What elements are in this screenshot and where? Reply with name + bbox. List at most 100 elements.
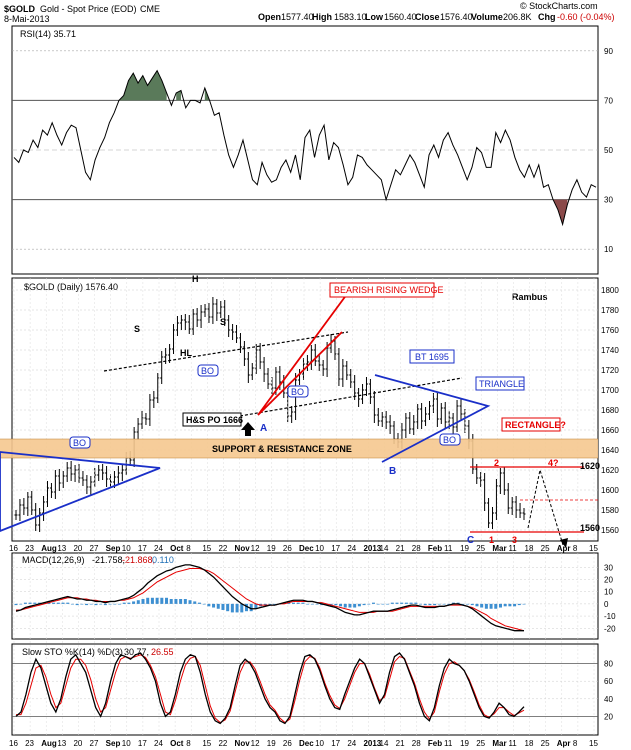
macd-histogram-bar <box>52 602 56 604</box>
price-tick-label: 1680 <box>601 406 619 415</box>
bottom-x-label: Oct <box>170 739 184 748</box>
q4-label: 4? <box>548 458 559 468</box>
price-legend: $GOLD (Daily) 1576.40 <box>24 282 118 292</box>
macd-histogram-bar <box>254 603 258 609</box>
macd-histogram-bar <box>146 597 150 604</box>
header-close-label: Close <box>415 12 440 22</box>
bo-label-4: BO <box>443 435 456 445</box>
macd-histogram-bar <box>484 603 488 609</box>
macd-histogram-bar <box>66 602 70 604</box>
bottom-x-label: Sep <box>106 739 121 748</box>
macd-histogram-bar <box>395 602 399 604</box>
macd-histogram-bar <box>226 603 230 612</box>
macd-histogram-bar <box>221 603 225 610</box>
macd-histogram-bar <box>470 603 474 606</box>
macd-histogram-bar <box>56 602 60 604</box>
price-x-label: Feb <box>428 544 442 553</box>
price-x-label: 26 <box>283 544 292 553</box>
macd-histogram-bar <box>14 603 18 606</box>
price-x-label: 11 <box>444 544 453 553</box>
header-low-label: Low <box>365 12 384 22</box>
macd-histogram-bar <box>437 603 441 605</box>
header-high-label: High <box>312 12 332 22</box>
bottom-x-label: Aug <box>41 739 57 748</box>
rsi-overbought-fill <box>176 90 181 101</box>
bo-label-3: BO <box>291 387 304 397</box>
price-x-label: 8 <box>573 544 578 553</box>
price-x-label: 12 <box>251 544 260 553</box>
macd-histogram-bar <box>273 603 277 605</box>
rsi-tick-label: 30 <box>604 196 613 205</box>
macd-tick-label: 10 <box>604 588 613 597</box>
price-x-label: 25 <box>541 544 550 553</box>
macd-histogram-bar <box>193 601 197 604</box>
price-x-label: 10 <box>122 544 131 553</box>
macd-histogram-bar <box>494 603 498 609</box>
price-tick-label: 1740 <box>601 346 619 355</box>
bottom-x-label: 11 <box>508 739 517 748</box>
macd-tick-label: -20 <box>604 624 616 633</box>
macd-histogram-bar <box>160 597 164 604</box>
macd-histogram-bar <box>141 599 145 604</box>
rsi-tick-label: 10 <box>604 245 613 254</box>
sto-panel <box>11 643 599 736</box>
neckline-lower <box>239 377 463 417</box>
macd-histogram-bar <box>400 602 404 604</box>
macd-histogram-bar <box>513 603 517 607</box>
support-label: SUPPORT & RESISTANCE ZONE <box>212 444 352 454</box>
price-x-label: 21 <box>396 544 405 553</box>
chart-marks: 9070503010180017801760174017201700168016… <box>9 47 619 748</box>
price-x-label: 15 <box>589 544 598 553</box>
price-x-label: Nov <box>235 544 251 553</box>
level-1620: 1620 <box>580 461 600 471</box>
b-label: B <box>389 466 396 477</box>
neckline-upper <box>103 331 349 372</box>
macd-histogram-bar <box>99 603 103 605</box>
macd-histogram-bar <box>404 602 408 604</box>
header-chg-label: Chg <box>538 12 556 22</box>
price-x-label: 27 <box>90 544 99 553</box>
bottom-x-label: Dec <box>299 739 314 748</box>
rsi-tick-label: 50 <box>604 146 613 155</box>
bottom-x-label: 20 <box>73 739 82 748</box>
triangle <box>374 374 491 463</box>
macd-legend-name: MACD(12,26,9) <box>22 555 85 565</box>
bottom-x-label: 8 <box>573 739 578 748</box>
sto-tick-label: 60 <box>604 677 613 686</box>
macd-histogram-bar <box>183 599 187 604</box>
macd-histogram-bar <box>80 603 84 605</box>
macd-histogram-bar <box>419 603 423 605</box>
macd-histogram-bar <box>310 603 314 605</box>
rsi-overbought-fill <box>118 70 167 101</box>
price-x-label: 15 <box>202 544 211 553</box>
hs-label-box <box>182 412 242 427</box>
macd-histogram-bar <box>447 603 451 605</box>
macd-histogram-bar <box>508 603 512 607</box>
bottom-x-label: 25 <box>541 739 550 748</box>
macd-histogram-bar <box>89 603 93 605</box>
price-tick-label: 1600 <box>601 486 619 495</box>
level-1560: 1560 <box>580 523 600 533</box>
macd-tick-label: 30 <box>604 563 613 572</box>
price-tick-label: 1660 <box>601 426 619 435</box>
macd-legend-v2: -21.868, <box>122 555 155 565</box>
macd-histogram-bar <box>376 603 380 605</box>
price-tick-label: 1720 <box>601 366 619 375</box>
header-exchange: CME <box>140 4 160 14</box>
macd-histogram-bar <box>480 603 484 608</box>
macd-histogram-bar <box>433 603 437 606</box>
bottom-x-label: 17 <box>138 739 147 748</box>
price-x-label: 11 <box>508 544 517 553</box>
header-chg: -0.60 (-0.04%) <box>557 12 615 22</box>
macd-histogram-bar <box>249 603 253 612</box>
price-x-label: Sep <box>106 544 121 553</box>
macd-histogram-bar <box>207 603 211 607</box>
projection-path <box>527 469 564 546</box>
price-x-label: Oct <box>170 544 184 553</box>
price-x-label: Apr <box>557 544 571 553</box>
price-tick-label: 1700 <box>601 386 619 395</box>
sto-legend-v2: 26.55 <box>151 647 174 657</box>
bottom-x-label: 11 <box>444 739 453 748</box>
macd-histogram-bar <box>381 603 385 605</box>
